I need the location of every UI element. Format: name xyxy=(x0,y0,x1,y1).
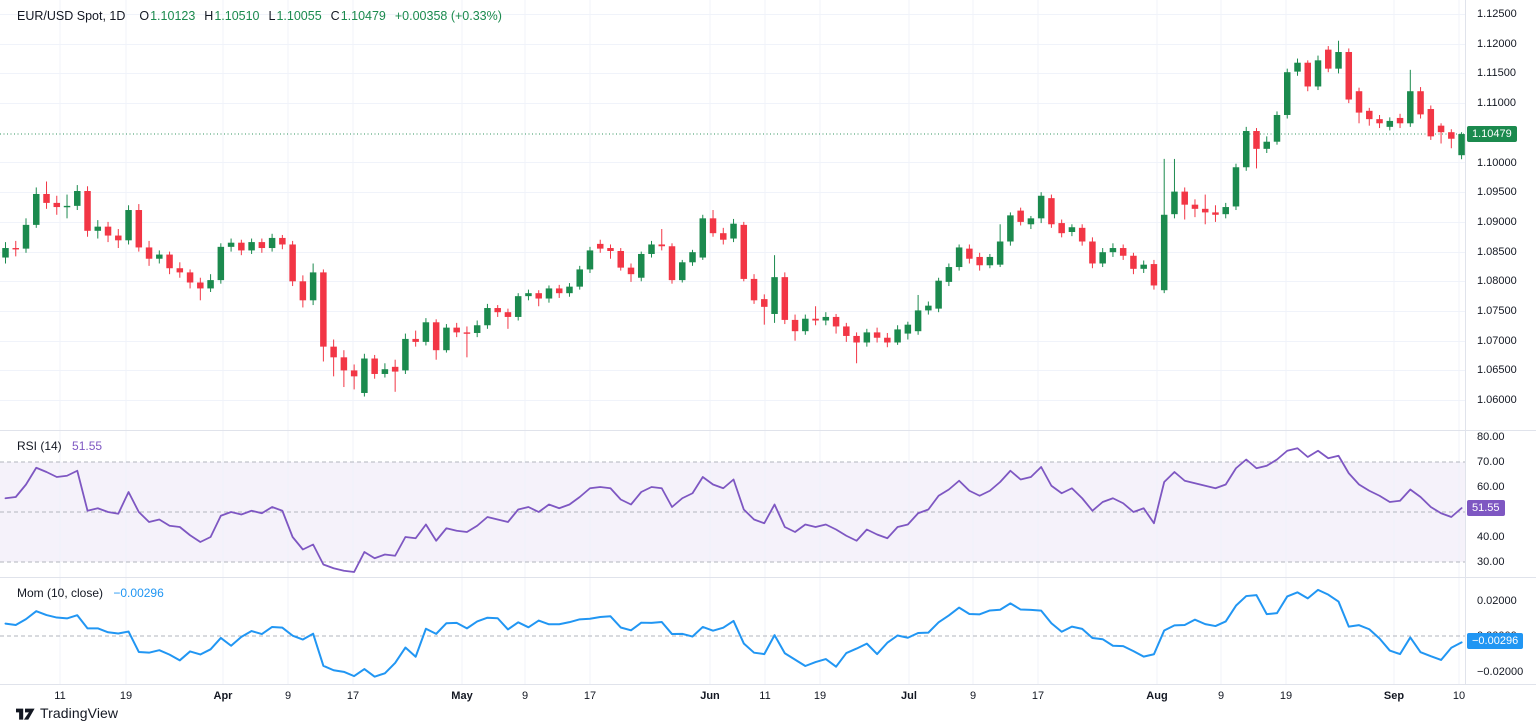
rsi-axis-label: 40.00 xyxy=(1477,531,1505,543)
tradingview-logo[interactable]: TradingView xyxy=(16,705,118,721)
symbol-legend[interactable]: EUR/USD Spot, 1D O1.10123 H1.10510 L1.10055… xyxy=(17,9,502,23)
momentum-label: Mom (10, close) xyxy=(17,586,104,600)
time-axis-label: May xyxy=(451,690,473,702)
price-axis-label: 1.09000 xyxy=(1477,215,1517,228)
time-axis-label: Apr xyxy=(213,690,233,702)
momentum-value: −0.00296 xyxy=(113,586,164,600)
rsi-axis-label: 30.00 xyxy=(1477,556,1505,568)
tradingview-logo-text: TradingView xyxy=(40,705,119,721)
low-value: 1.10055 xyxy=(276,9,322,23)
low-label: L xyxy=(268,9,276,23)
close-label: C xyxy=(330,9,340,23)
rsi-axis-label: 80.00 xyxy=(1477,431,1505,443)
time-axis-label: 9 xyxy=(969,690,977,702)
high-label: H xyxy=(204,9,214,23)
open-label: O xyxy=(139,9,150,23)
symbol-title: EUR/USD Spot, 1D xyxy=(17,9,126,23)
rsi-pane[interactable] xyxy=(4,447,1463,573)
high-value: 1.10510 xyxy=(214,9,260,23)
price-axis-label: 1.11500 xyxy=(1477,67,1516,80)
last-price-badge: 1.10479 xyxy=(1467,126,1517,143)
time-axis-label: Jul xyxy=(901,690,917,702)
time-axis-label: Aug xyxy=(1146,690,1168,702)
time-axis-label: 17 xyxy=(1031,690,1045,702)
rsi-value-badge: 51.55 xyxy=(1467,500,1505,517)
tradingview-logo-icon xyxy=(16,708,35,720)
momentum-axis-label: 0.02000 xyxy=(1477,594,1517,607)
momentum-axis-label: −0.02000 xyxy=(1477,665,1524,678)
time-axis-label: 9 xyxy=(1217,690,1225,702)
price-axis-label: 1.10000 xyxy=(1477,156,1517,169)
rsi-legend[interactable]: RSI (14) 51.55 xyxy=(17,439,102,453)
open-value: 1.10123 xyxy=(150,9,196,23)
indicator-levels xyxy=(0,461,1465,637)
time-axis-label: 10 xyxy=(1452,690,1466,702)
price-axis-label: 1.07500 xyxy=(1477,305,1517,317)
price-axis-label: 1.11000 xyxy=(1477,97,1516,110)
price-axis-label: 1.12000 xyxy=(1477,37,1517,50)
close-value: 1.10479 xyxy=(340,9,386,23)
rsi-axis-label: 70.00 xyxy=(1477,456,1505,468)
time-axis-label: 11 xyxy=(759,690,771,702)
momentum-pane[interactable] xyxy=(4,588,1463,678)
momentum-legend[interactable]: Mom (10, close) −0.00296 xyxy=(17,586,164,600)
time-axis-label: 17 xyxy=(346,690,360,702)
price-axis-label: 1.06000 xyxy=(1477,394,1517,407)
rsi-value: 51.55 xyxy=(72,439,103,453)
time-axis-label: 11 xyxy=(54,690,66,702)
price-axis-label: 1.08500 xyxy=(1477,245,1517,258)
pane-separators xyxy=(0,0,1536,685)
candlestick-pane[interactable] xyxy=(2,40,1465,397)
time-axis-label: 9 xyxy=(284,690,292,702)
price-axis-label: 1.07000 xyxy=(1477,334,1517,347)
price-axis-label: 1.06500 xyxy=(1477,364,1517,377)
change-value: +0.00358 (+0.33%) xyxy=(394,9,502,23)
time-axis-label: 9 xyxy=(521,690,529,702)
time-axis-label: 19 xyxy=(1279,690,1293,702)
price-axis-label: 1.08000 xyxy=(1477,275,1517,288)
time-axis-label: 17 xyxy=(583,690,597,702)
price-axis-label: 1.09500 xyxy=(1477,186,1517,199)
time-axis-label: 19 xyxy=(119,690,133,702)
grid xyxy=(0,0,1465,684)
time-axis-label: Jun xyxy=(700,690,720,702)
momentum-value-badge: −0.00296 xyxy=(1467,633,1524,650)
rsi-axis-label: 60.00 xyxy=(1477,481,1505,493)
rsi-label: RSI (14) xyxy=(17,439,62,453)
price-axis-label: 1.12500 xyxy=(1477,8,1517,20)
time-axis-label: 19 xyxy=(813,690,827,702)
time-axis-label: Sep xyxy=(1383,690,1405,702)
